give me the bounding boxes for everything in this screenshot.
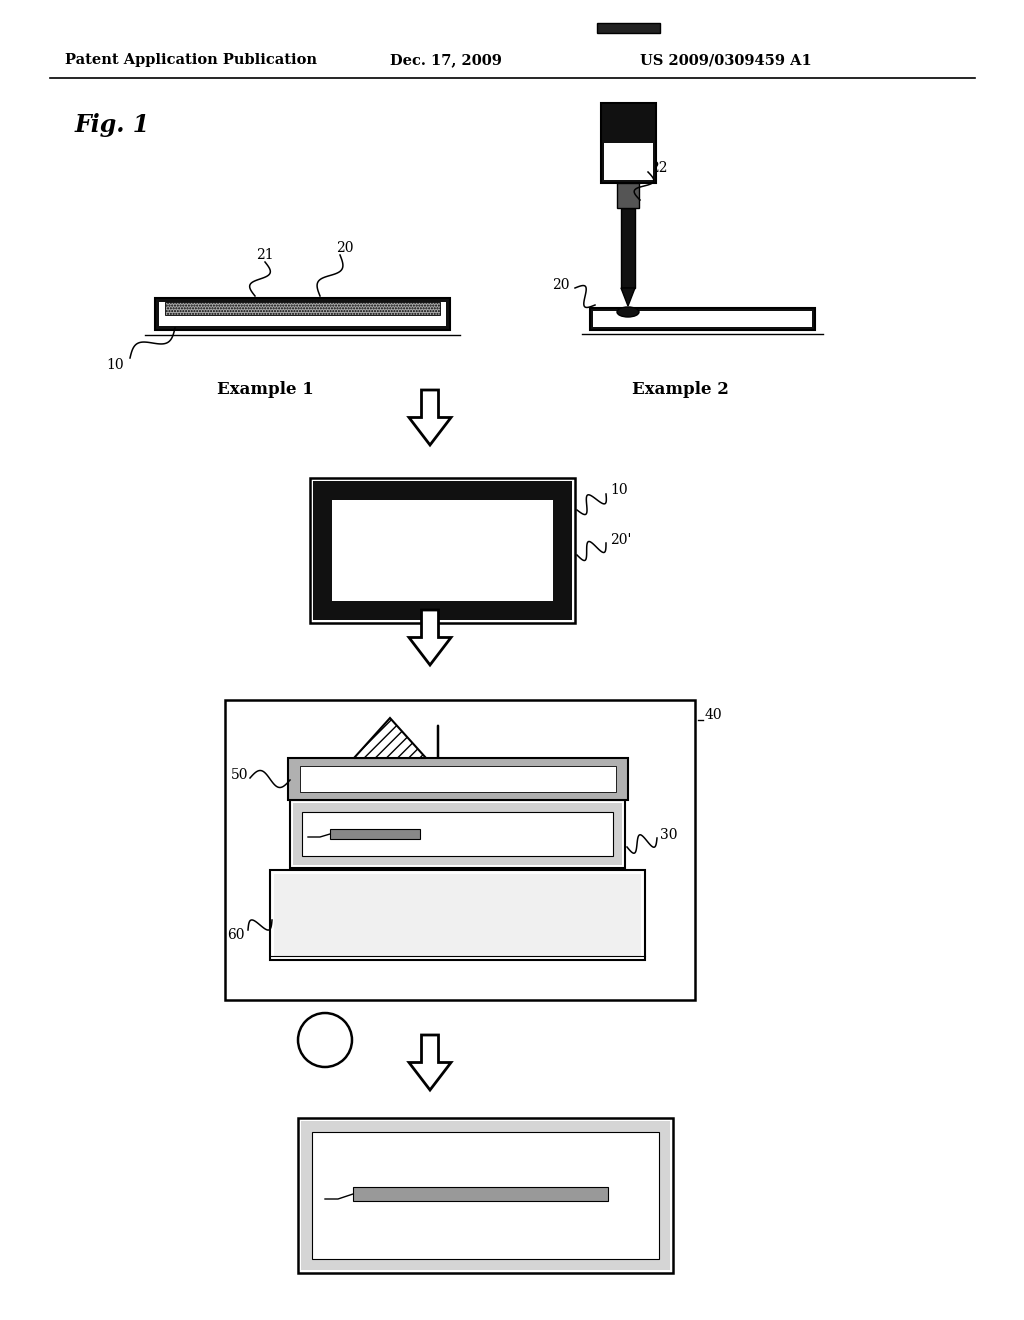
Text: US 2009/0309459 A1: US 2009/0309459 A1 [640,53,812,67]
Polygon shape [354,718,426,758]
Bar [328,1148,643,1243]
Bar [298,1118,673,1272]
Bar [593,312,812,327]
Text: Dec. 17, 2009: Dec. 17, 2009 [390,53,502,67]
Text: 30: 30 [660,828,678,842]
Bar [312,1133,659,1259]
Bar [270,870,645,960]
Bar [300,766,616,792]
Bar [159,302,446,326]
Text: P: P [318,1031,331,1048]
Text: 20: 20 [553,279,570,292]
Bar [604,143,653,180]
Polygon shape [409,610,451,665]
Text: Patent Application Publication: Patent Application Publication [65,53,317,67]
Bar [155,298,450,330]
Bar [590,308,815,330]
Bar [293,803,622,865]
Text: 40: 40 [705,708,723,722]
Bar [302,812,613,855]
Ellipse shape [617,308,639,317]
Text: 60: 60 [227,928,245,942]
Polygon shape [621,288,635,306]
Text: 22: 22 [650,161,668,176]
Bar [353,1187,608,1201]
Bar [165,302,440,315]
Bar [313,480,572,620]
Bar [274,874,641,956]
Bar [617,183,639,209]
Bar [290,800,625,869]
Bar [332,500,553,601]
Bar [310,478,575,623]
Bar [288,758,628,800]
Polygon shape [409,1035,451,1090]
Text: Fig. 1: Fig. 1 [75,114,151,137]
Text: Example 2: Example 2 [632,381,728,399]
Circle shape [298,1012,352,1067]
Bar [225,700,695,1001]
Bar [597,22,660,33]
Text: 20: 20 [336,242,353,255]
Polygon shape [409,389,451,445]
Text: 10: 10 [610,483,628,498]
Bar [601,103,656,183]
Bar [330,829,420,840]
Bar [621,209,635,288]
Text: 20': 20' [610,533,632,546]
Bar [301,1121,670,1270]
Text: 50: 50 [230,768,248,781]
Text: 10: 10 [106,358,124,372]
Text: Example 1: Example 1 [217,381,313,399]
Text: 21: 21 [256,248,273,261]
